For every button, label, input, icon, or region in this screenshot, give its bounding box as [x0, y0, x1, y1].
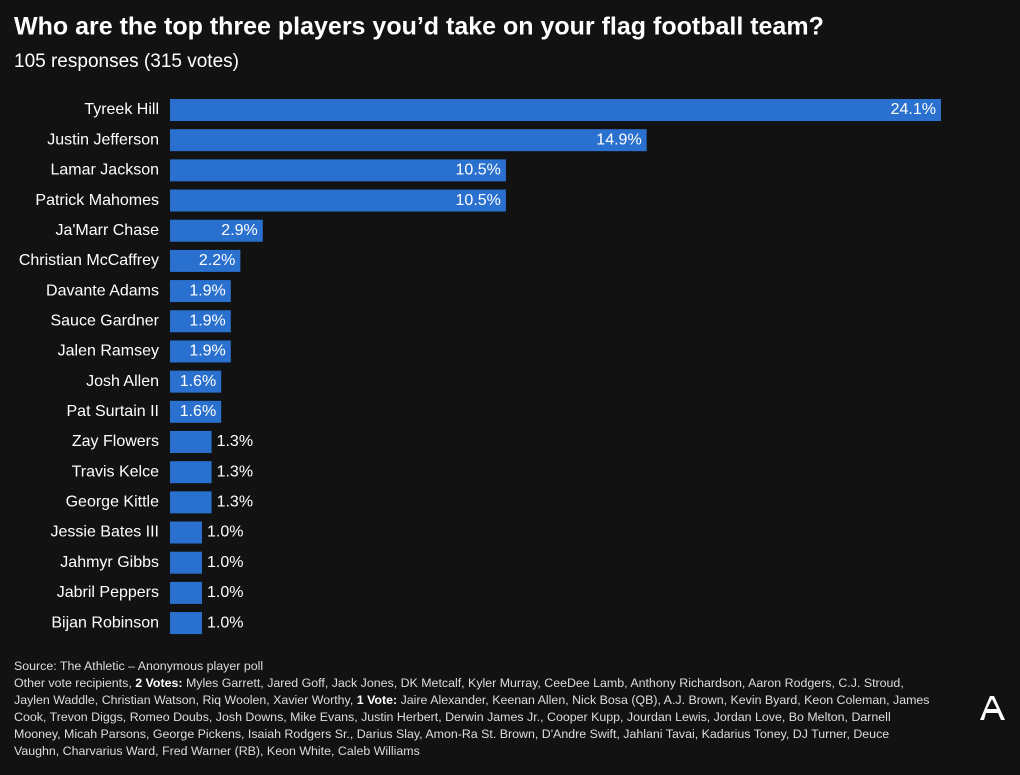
bar	[170, 219, 263, 242]
value-label: 1.3%	[217, 433, 253, 450]
category-label: Tyreek Hill	[84, 101, 159, 118]
bar	[170, 491, 212, 514]
category-label: Bijan Robinson	[51, 614, 159, 631]
value-label: 1.3%	[217, 463, 253, 480]
bar	[170, 249, 241, 272]
value-label: 2.9%	[221, 222, 257, 239]
bar	[170, 370, 222, 393]
value-label: 1.6%	[180, 373, 216, 390]
bar	[170, 340, 231, 363]
bar	[170, 129, 647, 152]
bar	[170, 189, 506, 212]
bar	[170, 159, 506, 182]
value-label: 10.5%	[456, 162, 501, 179]
category-label: Jabril Peppers	[57, 584, 159, 601]
value-label: 1.9%	[189, 282, 225, 299]
value-label: 1.0%	[207, 584, 243, 601]
two-votes-label: 2 Votes:	[135, 676, 183, 690]
value-label: 14.9%	[596, 131, 641, 148]
value-label: 1.3%	[217, 494, 253, 511]
value-label: 2.2%	[199, 252, 235, 269]
category-label: Pat Surtain II	[67, 403, 160, 420]
category-label: Jalen Ramsey	[58, 343, 159, 360]
bar	[170, 310, 231, 333]
category-label: Justin Jefferson	[47, 131, 159, 148]
category-label: Sauce Gardner	[50, 312, 159, 329]
category-label: Travis Kelce	[72, 463, 160, 480]
bar	[170, 99, 941, 121]
bar	[170, 521, 202, 544]
value-label: 1.0%	[207, 614, 243, 631]
one-vote-names: Jaire Alexander, Keenan Allen, Nick Bosa…	[14, 693, 930, 758]
category-label: Lamar Jackson	[51, 162, 160, 179]
category-label: Christian McCaffrey	[19, 252, 159, 269]
category-label: Jessie Bates III	[51, 524, 160, 541]
notes: Source: The Athletic – Anonymous player …	[14, 658, 934, 760]
two-votes-names: Myles Garrett, Jared Goff, Jack Jones, D…	[14, 676, 904, 707]
category-label: Patrick Mahomes	[35, 192, 159, 209]
value-label: 10.5%	[456, 192, 501, 209]
value-label: 1.6%	[180, 403, 216, 420]
bar	[170, 280, 231, 303]
category-label: Zay Flowers	[72, 433, 159, 450]
category-label: Ja'Marr Chase	[55, 222, 159, 239]
other-recipients: Other vote recipients, 2 Votes: Myles Ga…	[14, 675, 934, 760]
bar	[170, 461, 212, 484]
value-label: 1.0%	[207, 524, 243, 541]
bar	[170, 612, 202, 635]
chart-subtitle: 105 responses (315 votes)	[14, 51, 239, 72]
logo	[980, 696, 1005, 720]
one-vote-label: 1 Vote:	[356, 693, 398, 707]
value-label: 1.9%	[189, 343, 225, 360]
category-label: Josh Allen	[86, 373, 159, 390]
bar	[170, 581, 202, 604]
source: Source: The Athletic – Anonymous player …	[14, 659, 264, 673]
chart-title: Who are the top three players you’d take…	[14, 13, 824, 41]
value-label: 24.1%	[891, 101, 936, 118]
category-label: Davante Adams	[46, 282, 159, 299]
other-lead: Other vote recipients,	[14, 676, 132, 690]
category-label: George Kittle	[66, 494, 159, 511]
bar	[170, 551, 202, 574]
value-label: 1.9%	[189, 312, 225, 329]
bar	[170, 430, 212, 453]
category-label: Jahmyr Gibbs	[60, 554, 159, 571]
bar	[170, 400, 222, 423]
value-label: 1.0%	[207, 554, 243, 571]
